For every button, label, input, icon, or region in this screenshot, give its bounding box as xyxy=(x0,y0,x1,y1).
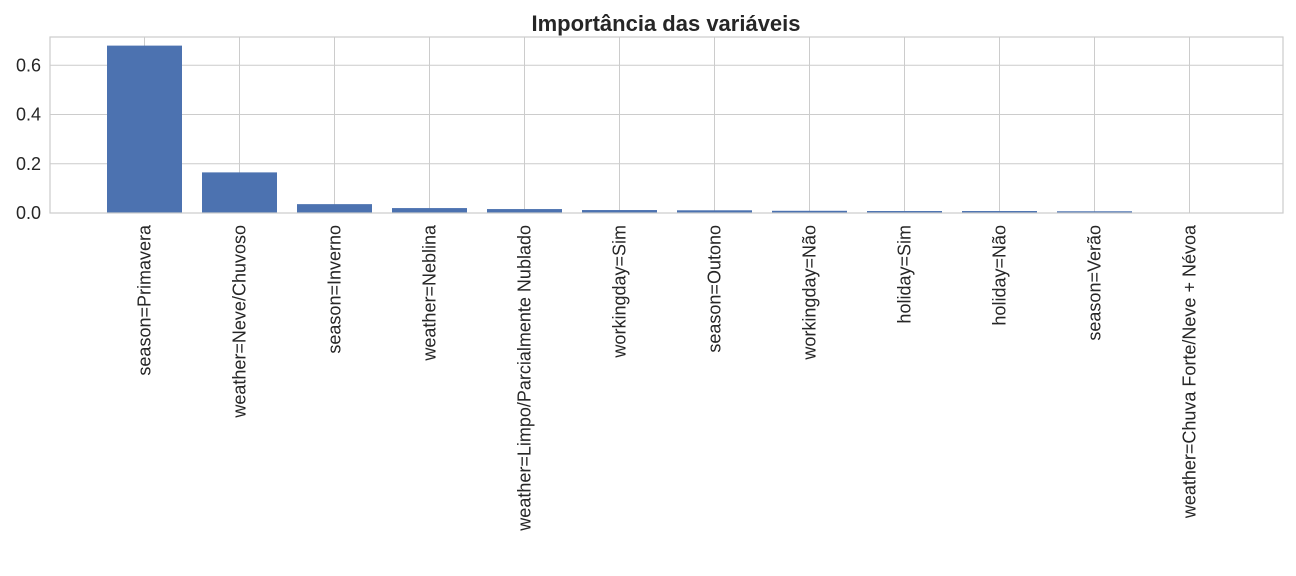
bar xyxy=(107,45,182,213)
x-axis-ticks: season=Primavera weather=Neve/Chuvoso seas… xyxy=(135,224,1200,532)
bar xyxy=(1057,211,1132,213)
x-tick-label: holiday=Não xyxy=(990,225,1010,326)
x-tick-label: workingday=Não xyxy=(800,225,820,361)
x-tick-label: holiday=Sim xyxy=(895,225,915,324)
bar xyxy=(677,210,752,213)
bar xyxy=(582,210,657,213)
bar xyxy=(202,172,277,213)
y-tick-label: 0.2 xyxy=(16,154,41,174)
bar xyxy=(392,208,467,213)
grid-layer xyxy=(50,37,1283,214)
bar xyxy=(962,211,1037,213)
y-tick-label: 0.6 xyxy=(16,55,41,75)
x-tick-label: weather=Neblina xyxy=(420,224,440,362)
x-tick-label: weather=Chuva Forte/Neve + Névoa xyxy=(1180,224,1200,519)
x-tick-label: season=Verão xyxy=(1085,225,1105,341)
bar xyxy=(487,209,562,213)
bar xyxy=(772,210,847,213)
bar-layer xyxy=(107,45,1132,213)
y-axis-ticks: 0.0 0.2 0.4 0.6 xyxy=(16,55,41,223)
plot-frame xyxy=(49,36,1284,214)
x-tick-label: season=Inverno xyxy=(325,225,345,354)
x-tick-label: weather=Limpo/Parcialmente Nublado xyxy=(515,225,535,532)
x-tick-label: workingday=Sim xyxy=(610,225,630,359)
y-tick-label: 0.4 xyxy=(16,105,41,125)
y-tick-label: 0.0 xyxy=(16,203,41,223)
x-tick-label: season=Primavera xyxy=(135,224,155,376)
chart-title: Importância das variáveis xyxy=(531,11,800,36)
bar xyxy=(297,204,372,213)
x-tick-label: weather=Neve/Chuvoso xyxy=(230,225,250,419)
x-tick-label: season=Outono xyxy=(705,225,725,353)
bar xyxy=(867,211,942,213)
